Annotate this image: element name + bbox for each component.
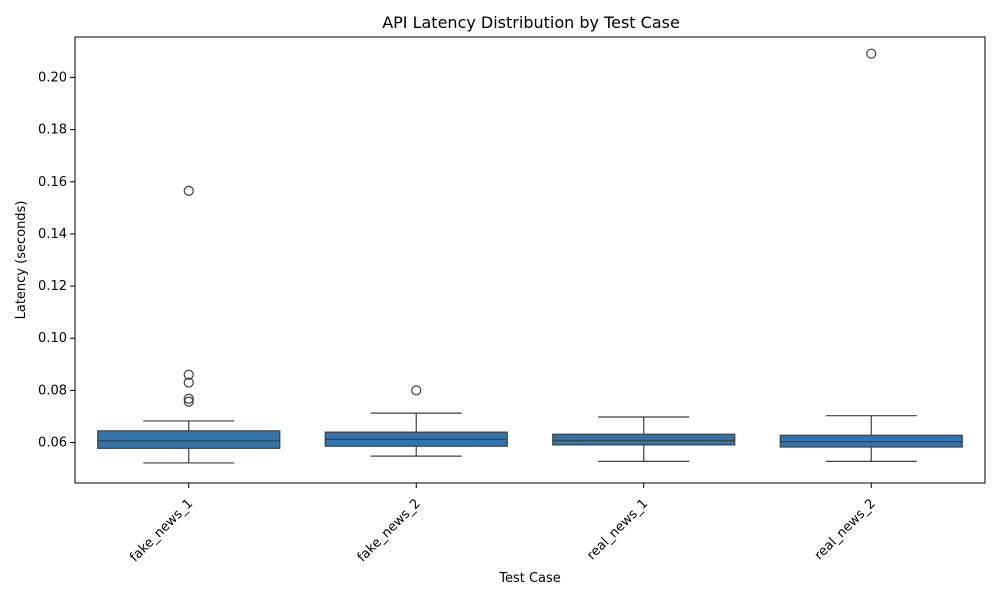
y-axis: 0.06 0.08 0.10 0.12 0.14 0.16 0.18 0.20 [38, 70, 75, 451]
outlier-point [183, 396, 194, 407]
y-tick-label: 0.14 [38, 227, 67, 242]
box-group-fake_news_1 [97, 185, 281, 464]
chart-title: API Latency Distribution by Test Case [382, 13, 680, 32]
outlier-point [183, 185, 194, 196]
y-tick-label: 0.08 [38, 383, 67, 398]
y-tick-label: 0.10 [38, 331, 67, 346]
y-tick-label: 0.12 [38, 279, 67, 294]
box-group-fake_news_2 [324, 385, 508, 457]
box-group-real_news_1 [552, 416, 736, 462]
y-tick-label: 0.18 [38, 123, 67, 138]
outlier-point [183, 369, 194, 380]
plot-area [97, 48, 963, 464]
x-tick-label: real_news_2 [812, 496, 879, 563]
iqr-box [97, 430, 281, 449]
iqr-box [779, 434, 963, 448]
x-axis-label: Test Case [498, 571, 561, 586]
box-group-real_news_2 [779, 48, 963, 462]
outlier-point [183, 393, 194, 404]
outlier-point [866, 48, 877, 59]
outlier-point [183, 377, 194, 388]
y-axis-label: Latency (seconds) [14, 201, 29, 320]
y-tick-label: 0.20 [38, 70, 67, 85]
iqr-box [552, 433, 736, 446]
outlier-point [411, 385, 422, 396]
x-tick-label: fake_news_1 [127, 496, 196, 565]
x-tick-label: real_news_1 [584, 496, 651, 563]
x-tick-label: fake_news_2 [355, 496, 424, 565]
y-tick-label: 0.16 [38, 175, 67, 190]
x-axis: fake_news_1 fake_news_2 real_news_1 real_ne… [127, 483, 879, 565]
plot-frame [74, 36, 986, 484]
y-tick-label: 0.06 [38, 436, 67, 451]
